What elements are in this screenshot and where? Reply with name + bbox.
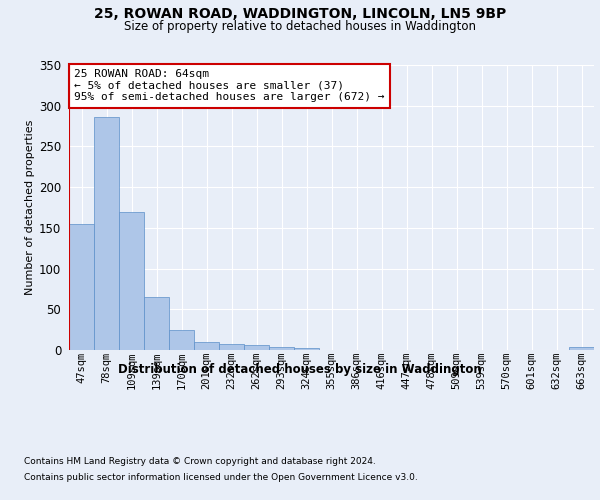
- Bar: [294, 348, 319, 350]
- Text: 25 ROWAN ROAD: 64sqm
← 5% of detached houses are smaller (37)
95% of semi-detach: 25 ROWAN ROAD: 64sqm ← 5% of detached ho…: [74, 70, 385, 102]
- Bar: [219, 344, 244, 350]
- Bar: [269, 346, 294, 350]
- Text: Contains public sector information licensed under the Open Government Licence v3: Contains public sector information licen…: [24, 472, 418, 482]
- Bar: [569, 346, 594, 350]
- Bar: [169, 330, 194, 350]
- Y-axis label: Number of detached properties: Number of detached properties: [25, 120, 35, 295]
- Text: Distribution of detached houses by size in Waddington: Distribution of detached houses by size …: [118, 362, 482, 376]
- Bar: [194, 342, 219, 350]
- Text: Size of property relative to detached houses in Waddington: Size of property relative to detached ho…: [124, 20, 476, 33]
- Text: Contains HM Land Registry data © Crown copyright and database right 2024.: Contains HM Land Registry data © Crown c…: [24, 458, 376, 466]
- Bar: [144, 297, 169, 350]
- Bar: [69, 224, 94, 350]
- Text: 25, ROWAN ROAD, WADDINGTON, LINCOLN, LN5 9BP: 25, ROWAN ROAD, WADDINGTON, LINCOLN, LN5…: [94, 8, 506, 22]
- Bar: [244, 345, 269, 350]
- Bar: [94, 117, 119, 350]
- Bar: [119, 212, 144, 350]
